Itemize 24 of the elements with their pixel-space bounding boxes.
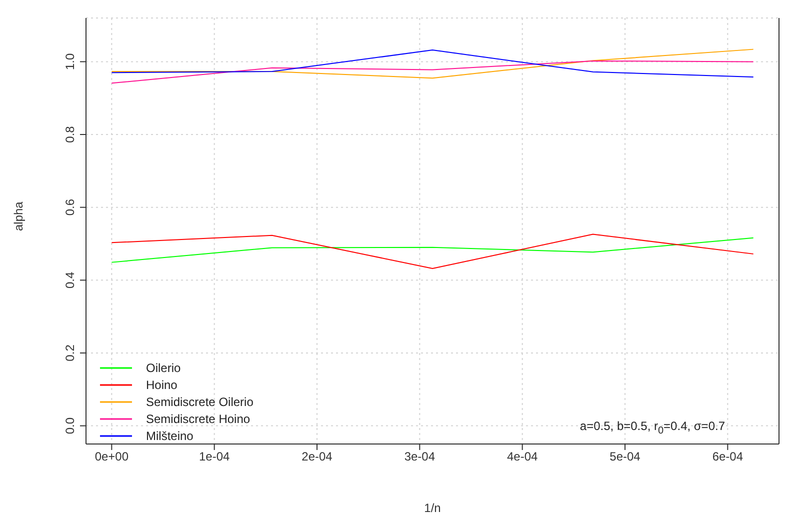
legend-label: Hoino xyxy=(146,378,178,392)
line-series xyxy=(111,60,754,84)
y-tick-label: 0.2 xyxy=(63,344,77,362)
y-tick-label: 0.6 xyxy=(63,198,77,216)
x-tick-label: 5e-04 xyxy=(610,450,641,464)
legend-label: Oilerio xyxy=(146,360,181,374)
y-tick-label: 0.4 xyxy=(63,271,77,288)
y-tick-label: 1.0 xyxy=(63,53,77,70)
x-tick-label: 0e+00 xyxy=(94,450,129,464)
x-tick-label: 3e-04 xyxy=(404,450,436,464)
x-tick-label: 2e-04 xyxy=(302,450,333,464)
legend-label: Milšteino xyxy=(146,428,194,442)
y-tick-label: 0.8 xyxy=(63,126,77,143)
x-tick-label: 4e-04 xyxy=(506,450,538,464)
legend-label: Semidiscrete Hoino xyxy=(146,412,250,426)
y-tick-label: 0.0 xyxy=(63,417,77,434)
y-axis-title: alpha xyxy=(11,201,26,231)
x-tick-label: 6e-04 xyxy=(712,450,744,464)
line-series xyxy=(111,237,754,263)
legend-label: Semidiscrete Oilerio xyxy=(146,394,254,408)
x-tick-label: 1e-04 xyxy=(198,450,230,464)
line-series xyxy=(111,234,754,270)
x-axis-title: 1/n xyxy=(424,501,441,515)
annotation: a=0.5, b=0.5, r$_{0}$=0.4, σ=0.7 xyxy=(580,418,725,436)
